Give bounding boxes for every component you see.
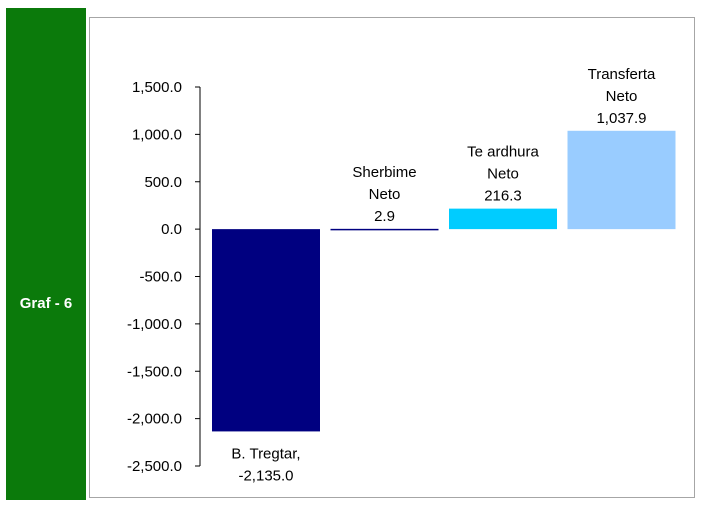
y-tick-label: -1,000.0: [127, 316, 182, 333]
y-tick-label: -2,000.0: [127, 411, 182, 428]
bar: [449, 208, 557, 230]
bar: [330, 228, 439, 231]
bar-data-label: Sherbime Neto 2.9: [352, 164, 416, 225]
bar: [212, 229, 320, 432]
y-tick-label: -500.0: [139, 269, 182, 286]
chart-side-banner: Graf - 6: [6, 8, 86, 500]
y-tick-label: 1,500.0: [132, 79, 182, 96]
bar-data-label: Transferta Neto 1,037.9: [588, 66, 656, 127]
y-tick-label: 0.0: [161, 221, 182, 238]
y-axis: 1,500.0 1,000.0 500.0 0.0 -500.0 -1,000.0 -1,5…: [127, 79, 201, 475]
bar: [567, 130, 676, 230]
y-tick-label: -2,500.0: [127, 458, 182, 475]
bar-data-label: Te ardhura Neto 216.3: [467, 144, 539, 205]
data-labels: B. Tregtar, -2,135.0 Sherbime Neto 2.9 Te ard…: [231, 66, 656, 485]
bars: [212, 130, 676, 432]
bar-data-label: B. Tregtar, -2,135.0: [231, 445, 300, 484]
chart-number-label: Graf - 6: [19, 295, 73, 312]
y-tick-label: 500.0: [144, 174, 182, 191]
chart-frame: [89, 17, 695, 498]
y-tick-label: -1,500.0: [127, 363, 182, 380]
y-tick-label: 1,000.0: [132, 126, 182, 143]
